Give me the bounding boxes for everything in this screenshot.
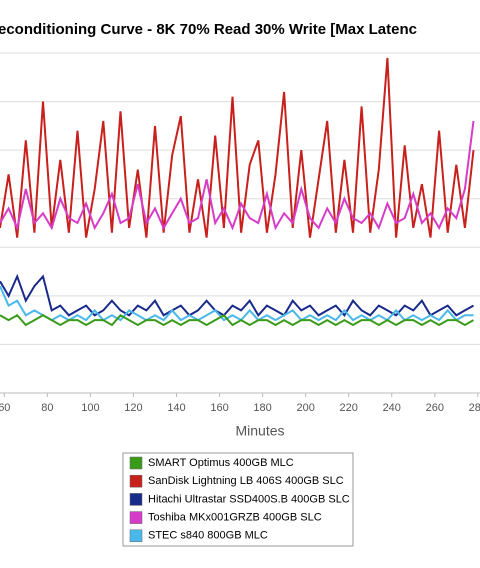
x-tick-label: 200 [296, 402, 314, 414]
legend-swatch [129, 456, 143, 470]
legend-swatch [129, 493, 143, 506]
series-line [0, 120, 475, 232]
legend-label: SMART Optimus 400GB MLC [148, 457, 294, 469]
x-tick-label: 240 [383, 402, 401, 414]
legend-label: SanDisk Lightning LB 406S 400GB SLC [148, 475, 344, 487]
series-line [0, 273, 474, 317]
legend-label: Hitachi Ultrastar SSD400S.B 400GB SLC [148, 493, 350, 505]
x-tick-label: 100 [81, 402, 99, 414]
x-tick-label: 80 [41, 402, 53, 414]
x-tick-label: 160 [210, 402, 228, 414]
legend-box [122, 452, 354, 547]
chart-title: econditioning Curve - 8K 70% Read 30% Wr… [0, 21, 417, 38]
x-tick-label: 260 [426, 402, 444, 414]
legend-label: STEC s840 800GB MLC [148, 530, 268, 542]
series-line [0, 314, 474, 327]
x-tick-label: 180 [253, 402, 271, 414]
x-tick-label: 60 [0, 402, 10, 414]
x-axis-label: Minutes [235, 423, 284, 439]
x-tick-label: 140 [167, 402, 185, 414]
legend-swatch [129, 474, 143, 488]
legend-swatch [129, 511, 143, 524]
x-tick-label: 220 [340, 402, 358, 414]
x-tick-label: 120 [124, 402, 142, 414]
series-line [0, 285, 474, 322]
legend-label: Toshiba MKx001GRZB 400GB SLC [148, 512, 322, 524]
legend-swatch [129, 529, 143, 543]
series-line [0, 57, 475, 238]
x-tick-label: 280 [469, 402, 480, 414]
plot-lines [0, 57, 475, 327]
